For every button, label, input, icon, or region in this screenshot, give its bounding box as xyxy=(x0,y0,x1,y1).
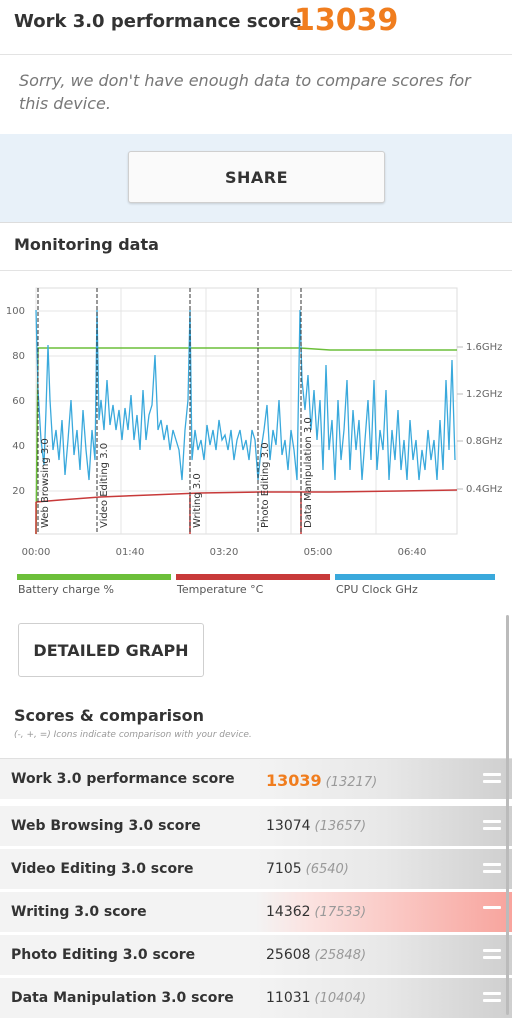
y-tick: 40 xyxy=(12,441,25,452)
y-right-tick: 0.4GHz xyxy=(466,484,502,495)
row-value: 14362 (17533) xyxy=(266,904,367,920)
row-label: Work 3.0 performance score xyxy=(11,771,235,787)
equal-icon xyxy=(483,820,501,834)
score-card xyxy=(0,0,512,135)
row-value: 11031 (10404) xyxy=(266,990,367,1006)
y-right-tick: 1.2GHz xyxy=(466,389,502,400)
equal-icon xyxy=(483,863,501,877)
x-tick: 06:40 xyxy=(398,547,427,558)
scores-subtitle: (-, +, =) Icons indicate comparison with… xyxy=(14,730,252,740)
row-value: 25608 (25848) xyxy=(266,947,367,963)
y-right-tick: 0.8GHz xyxy=(466,436,502,447)
legend-battery: Battery charge % xyxy=(18,583,114,596)
row-label: Photo Editing 3.0 score xyxy=(11,947,196,963)
score-row-work[interactable]: Work 3.0 performance score 13039 (13217) xyxy=(0,758,512,799)
row-value: 13039 (13217) xyxy=(266,771,378,790)
y-tick: 100 xyxy=(6,306,25,317)
marker-label: Writing 3.0 xyxy=(192,473,203,528)
score-row-web-browsing[interactable]: Web Browsing 3.0 score 13074 (13657) xyxy=(0,805,512,846)
score-value: 13039 xyxy=(294,3,399,38)
marker-label: Video Editing 3.0 xyxy=(99,443,110,528)
score-row-writing[interactable]: Writing 3.0 score 14362 (17533) xyxy=(0,891,512,932)
minus-icon xyxy=(483,906,501,920)
score-row-photo-editing[interactable]: Photo Editing 3.0 score 25608 (25848) xyxy=(0,934,512,975)
row-value: 7105 (6540) xyxy=(266,861,349,877)
row-value: 13074 (13657) xyxy=(266,818,367,834)
equal-icon xyxy=(483,992,501,1006)
marker-label: Photo Editing 3.0 xyxy=(260,442,271,528)
x-tick: 01:40 xyxy=(116,547,145,558)
y-tick: 80 xyxy=(12,351,25,362)
score-row-video-editing[interactable]: Video Editing 3.0 score 7105 (6540) xyxy=(0,848,512,889)
monitoring-title: Monitoring data xyxy=(14,235,159,254)
cpu-series xyxy=(35,309,456,481)
row-label: Data Manipulation 3.0 score xyxy=(11,990,234,1006)
legend-cpu-swatch xyxy=(335,574,495,580)
y-tick: 20 xyxy=(12,486,25,497)
legend-temperature-swatch xyxy=(176,574,330,580)
legend-temperature: Temperature °C xyxy=(176,583,264,596)
legend-battery-swatch xyxy=(17,574,171,580)
equal-icon xyxy=(483,773,501,787)
legend-cpu: CPU Clock GHz xyxy=(336,583,418,596)
scrollbar[interactable] xyxy=(506,615,509,1015)
score-title: Work 3.0 performance score xyxy=(14,11,302,32)
temperature-series xyxy=(35,489,458,503)
y-right-tick: 1.6GHz xyxy=(466,342,502,353)
x-tick: 03:20 xyxy=(210,547,239,558)
divider xyxy=(0,54,512,55)
x-tick: 00:00 xyxy=(22,547,51,558)
monitoring-chart: 100 80 60 40 20 1.6GHz 1.2GHz 0.8GHz 0.4… xyxy=(6,287,502,596)
y-tick: 60 xyxy=(12,396,25,407)
share-button[interactable]: SHARE xyxy=(128,151,385,203)
phase-markers xyxy=(37,288,302,534)
row-label: Writing 3.0 score xyxy=(11,904,147,920)
equal-icon xyxy=(483,949,501,963)
row-label: Video Editing 3.0 score xyxy=(11,861,194,877)
divider xyxy=(0,270,512,271)
scores-title: Scores & comparison xyxy=(14,706,205,725)
detailed-graph-button[interactable]: DETAILED GRAPH xyxy=(18,623,204,677)
score-row-data-manipulation[interactable]: Data Manipulation 3.0 score 11031 (10404) xyxy=(0,977,512,1018)
no-data-message: Sorry, we don't have enough data to comp… xyxy=(19,71,471,113)
x-tick: 05:00 xyxy=(304,547,333,558)
marker-label: Data Manipulation 3.0 xyxy=(303,417,314,528)
row-label: Web Browsing 3.0 score xyxy=(11,818,201,834)
battery-series xyxy=(35,347,457,535)
marker-label: Web Browsing 3.0 xyxy=(40,438,51,528)
